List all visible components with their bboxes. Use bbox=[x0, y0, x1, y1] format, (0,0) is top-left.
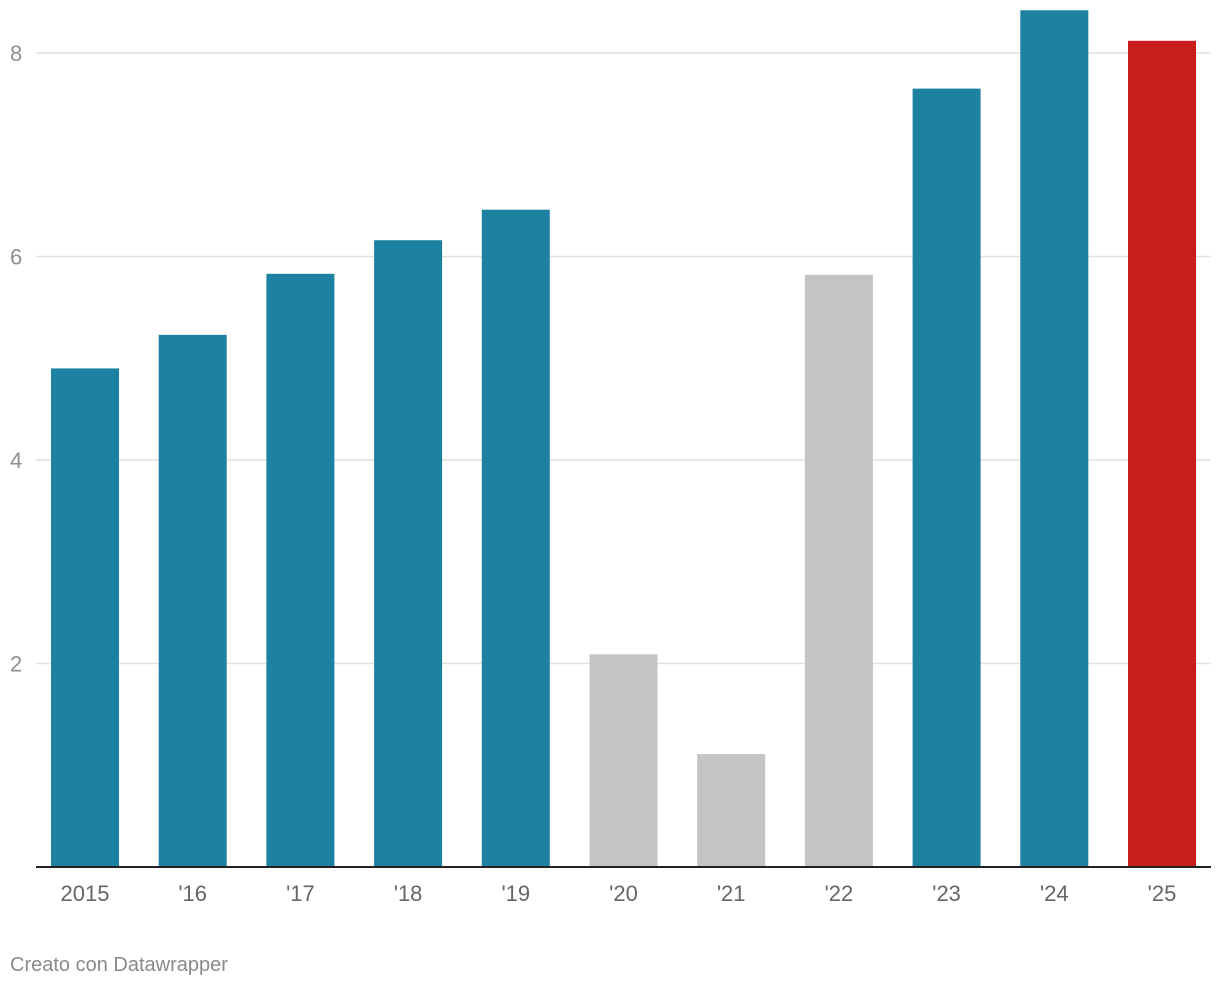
bar-24[interactable] bbox=[1020, 10, 1089, 867]
x-tick-label: '24 bbox=[1040, 881, 1069, 906]
x-tick-label: '25 bbox=[1148, 881, 1177, 906]
y-tick-label: 8 bbox=[10, 41, 22, 66]
bar-21[interactable] bbox=[697, 754, 766, 867]
x-tick-label: '23 bbox=[932, 881, 961, 906]
y-tick-label: 6 bbox=[10, 245, 22, 270]
bar-19[interactable] bbox=[481, 209, 550, 867]
x-tick-label: '19 bbox=[501, 881, 530, 906]
x-tick-label: '20 bbox=[609, 881, 638, 906]
bar-18[interactable] bbox=[374, 240, 443, 868]
y-tick-label: 2 bbox=[10, 652, 22, 677]
bar-2015[interactable] bbox=[51, 368, 119, 867]
bar-16[interactable] bbox=[158, 334, 227, 867]
y-tick-label: 4 bbox=[10, 448, 22, 473]
credit-text[interactable]: Creato con Datawrapper bbox=[10, 954, 228, 976]
x-tick-label: '18 bbox=[394, 881, 423, 906]
bar-25[interactable] bbox=[1128, 40, 1196, 868]
bar-23[interactable] bbox=[912, 88, 981, 868]
bars bbox=[51, 10, 1196, 868]
x-axis: 2015 '16 '17 '18 '19 '20 '21 '22 '23 '24 '25 bbox=[36, 866, 1211, 906]
x-tick-label: '21 bbox=[717, 881, 746, 906]
x-tick-label: 2015 bbox=[61, 881, 110, 906]
x-tick-label: '22 bbox=[825, 881, 854, 906]
x-tick-label: '17 bbox=[286, 881, 315, 906]
x-tick-label: '16 bbox=[178, 881, 207, 906]
bar-22[interactable] bbox=[804, 274, 873, 867]
bar-20[interactable] bbox=[589, 654, 658, 867]
bar-17[interactable] bbox=[266, 273, 335, 867]
